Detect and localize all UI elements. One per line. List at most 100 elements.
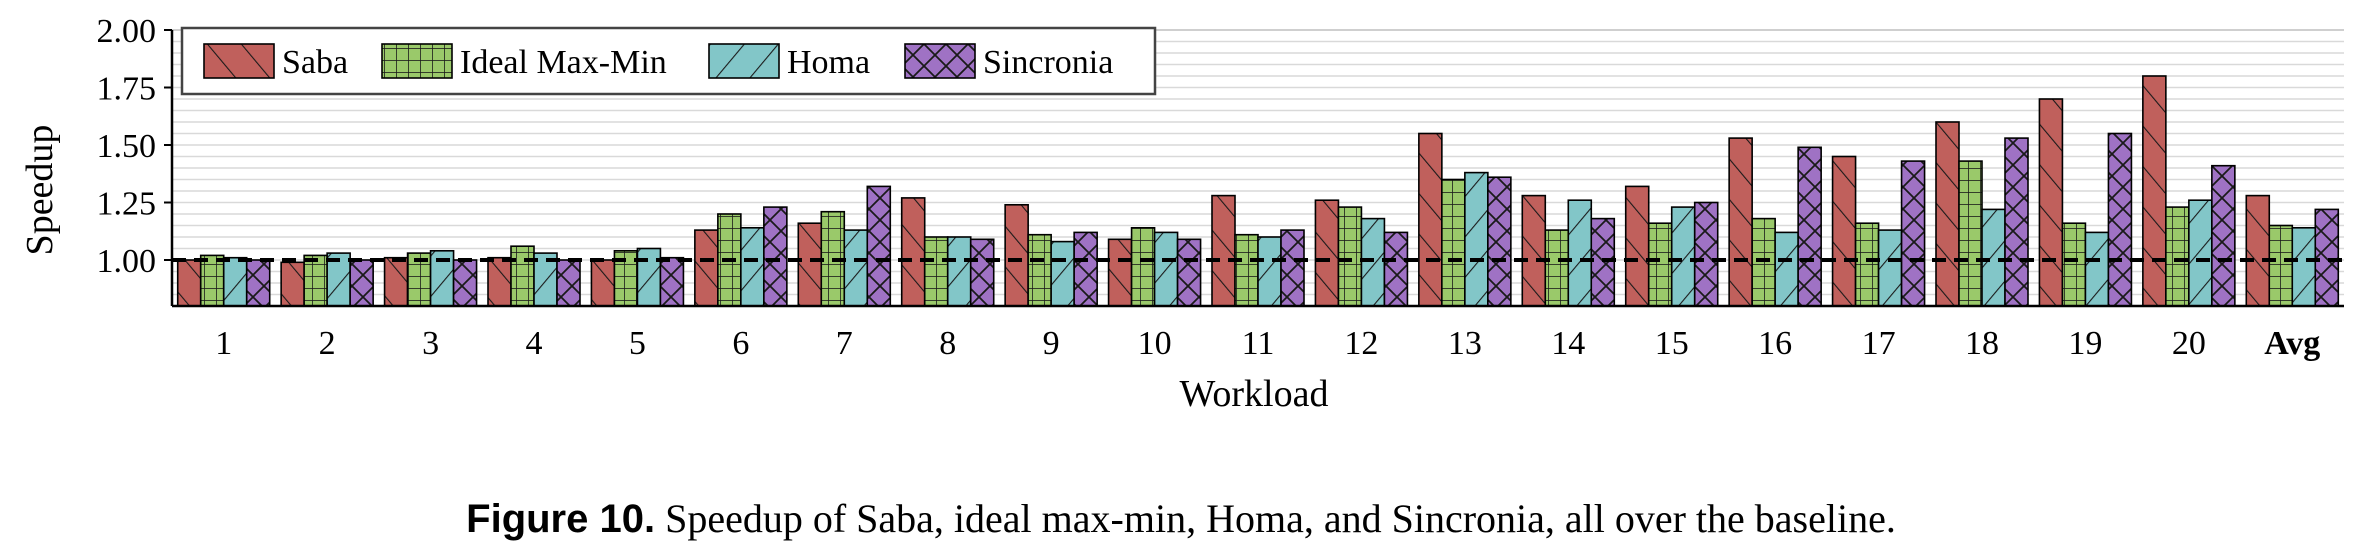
legend-label: Sincronia bbox=[983, 44, 1113, 81]
bar-ideal-max-min-5 bbox=[613, 250, 639, 307]
bar-sincronia-19 bbox=[2107, 132, 2133, 307]
bar-homa-8 bbox=[946, 236, 972, 307]
bar-sincronia-2 bbox=[349, 259, 374, 307]
axes: 1.001.251.501.752.001 2 3 4 5 6 7 8 9 10 11 12 13 14 1… bbox=[97, 13, 2344, 362]
bar-ideal-max-min-9 bbox=[1027, 233, 1052, 307]
bar-homa-13 bbox=[1464, 171, 1489, 307]
bar-ideal-max-min-10 bbox=[1130, 227, 1156, 307]
x-tick-label: 4 bbox=[526, 325, 543, 362]
bar-sincronia-12 bbox=[1383, 231, 1409, 307]
y-tick-label: 1.25 bbox=[97, 186, 157, 223]
bar-sincronia-17 bbox=[1900, 160, 1926, 307]
bar-homa-6 bbox=[740, 227, 765, 307]
bar-sincronia-14 bbox=[1590, 217, 1616, 307]
bar-saba-6 bbox=[694, 229, 719, 307]
bar-ideal-max-min-15 bbox=[1647, 222, 1673, 307]
bar-saba-19 bbox=[2038, 98, 2064, 307]
bar-sincronia-3 bbox=[452, 259, 478, 307]
bar-sincronia-8 bbox=[969, 238, 995, 307]
x-tick-label: 13 bbox=[1448, 325, 1482, 362]
x-tick-label: 7 bbox=[836, 325, 853, 362]
bar-saba-9 bbox=[1004, 204, 1029, 307]
x-tick-label: 15 bbox=[1655, 325, 1689, 362]
bar-sincronia-20 bbox=[2211, 164, 2236, 307]
legend-swatch bbox=[904, 43, 976, 79]
legend-item-homa: Homa bbox=[708, 43, 870, 81]
bar-saba-1 bbox=[176, 259, 202, 307]
speedup-bar-chart: 1.001.251.501.752.001 2 3 4 5 6 7 8 9 10 11 12 13 14 1… bbox=[19, 13, 2344, 415]
x-tick-label: Avg bbox=[2264, 325, 2320, 362]
bar-saba-5 bbox=[590, 259, 616, 307]
y-tick-label: 1.00 bbox=[97, 243, 157, 280]
bar-ideal-max-min-19 bbox=[2061, 222, 2087, 307]
bar-sincronia-avg bbox=[2314, 208, 2340, 307]
x-tick-label: 14 bbox=[1551, 325, 1585, 362]
bar-ideal-max-min-17 bbox=[1854, 222, 1880, 307]
legend-label: Homa bbox=[787, 44, 870, 81]
bar-saba-14 bbox=[1521, 194, 1547, 307]
legend-label: Ideal Max-Min bbox=[460, 44, 667, 81]
bar-ideal-max-min-16 bbox=[1751, 217, 1776, 307]
bar-ideal-max-min-avg bbox=[2268, 224, 2294, 307]
x-tick-label: 6 bbox=[732, 325, 749, 362]
legend-box bbox=[180, 26, 1157, 96]
bar-homa-10 bbox=[1153, 231, 1179, 307]
bar-saba-avg bbox=[2245, 194, 2271, 307]
legend-swatch bbox=[203, 43, 275, 79]
bar-saba-20 bbox=[2142, 75, 2167, 307]
bar-sincronia-5 bbox=[659, 256, 685, 307]
x-tick-label: 10 bbox=[1138, 325, 1172, 362]
bar-sincronia-4 bbox=[556, 259, 581, 307]
bar-saba-10 bbox=[1107, 238, 1133, 307]
bar-homa-19 bbox=[2084, 231, 2110, 307]
bar-sincronia-6 bbox=[763, 206, 788, 307]
bar-saba-12 bbox=[1314, 199, 1340, 307]
bar-sincronia-16 bbox=[1797, 146, 1822, 307]
bar-saba-17 bbox=[1831, 155, 1857, 307]
y-tick-label: 2.00 bbox=[97, 13, 157, 50]
bar-saba-8 bbox=[900, 197, 926, 307]
x-tick-label: 16 bbox=[1758, 325, 1792, 362]
bar-sincronia-18 bbox=[2004, 137, 2029, 307]
legend: Saba Ideal Max-Min Homa Sincronia bbox=[180, 26, 1157, 96]
x-tick-label: 3 bbox=[422, 325, 439, 362]
figure-caption-text: Speedup of Saba, ideal max-min, Homa, an… bbox=[655, 496, 1896, 541]
bar-saba-7 bbox=[797, 222, 823, 307]
bar-homa-16 bbox=[1774, 231, 1799, 307]
bar-homa-12 bbox=[1360, 217, 1386, 307]
x-tick-label: 19 bbox=[2068, 325, 2102, 362]
x-tick-label: 11 bbox=[1242, 325, 1275, 362]
bar-homa-15 bbox=[1670, 206, 1696, 307]
bar-sincronia-13 bbox=[1487, 176, 1512, 307]
legend-item-ideal-max-min: Ideal Max-Min bbox=[381, 43, 667, 81]
x-tick-label: 2 bbox=[319, 325, 336, 362]
gridlines bbox=[172, 29, 2344, 296]
bar-ideal-max-min-20 bbox=[2165, 206, 2190, 307]
legend-item-sincronia: Sincronia bbox=[904, 43, 1113, 81]
bar-homa-20 bbox=[2188, 199, 2213, 307]
bar-sincronia-11 bbox=[1280, 229, 1305, 307]
figure-caption-label: Figure 10. bbox=[466, 497, 656, 541]
bar-homa-17 bbox=[1877, 229, 1903, 307]
legend-swatch bbox=[708, 43, 780, 79]
bar-saba-16 bbox=[1728, 137, 1753, 307]
bar-sincronia-10 bbox=[1176, 238, 1202, 307]
bar-homa-11 bbox=[1257, 236, 1282, 307]
bar-saba-11 bbox=[1211, 194, 1236, 307]
bar-ideal-max-min-8 bbox=[923, 236, 949, 307]
bar-homa-14 bbox=[1567, 199, 1593, 307]
bar-homa-7 bbox=[843, 229, 869, 307]
x-tick-label: 5 bbox=[629, 325, 646, 362]
bar-sincronia-7 bbox=[866, 185, 892, 307]
y-tick-label: 1.75 bbox=[97, 71, 157, 108]
x-tick-label: 8 bbox=[939, 325, 956, 362]
x-tick-label: 20 bbox=[2172, 325, 2206, 362]
x-tick-label: 1 bbox=[215, 325, 232, 362]
bar-saba-18 bbox=[1935, 121, 1960, 307]
x-tick-label: 17 bbox=[1862, 325, 1896, 362]
bar-ideal-max-min-18 bbox=[1958, 160, 1983, 307]
bar-saba-13 bbox=[1418, 132, 1443, 307]
legend-label: Saba bbox=[282, 44, 348, 81]
bar-ideal-max-min-12 bbox=[1337, 206, 1363, 307]
x-tick-label: 9 bbox=[1043, 325, 1060, 362]
